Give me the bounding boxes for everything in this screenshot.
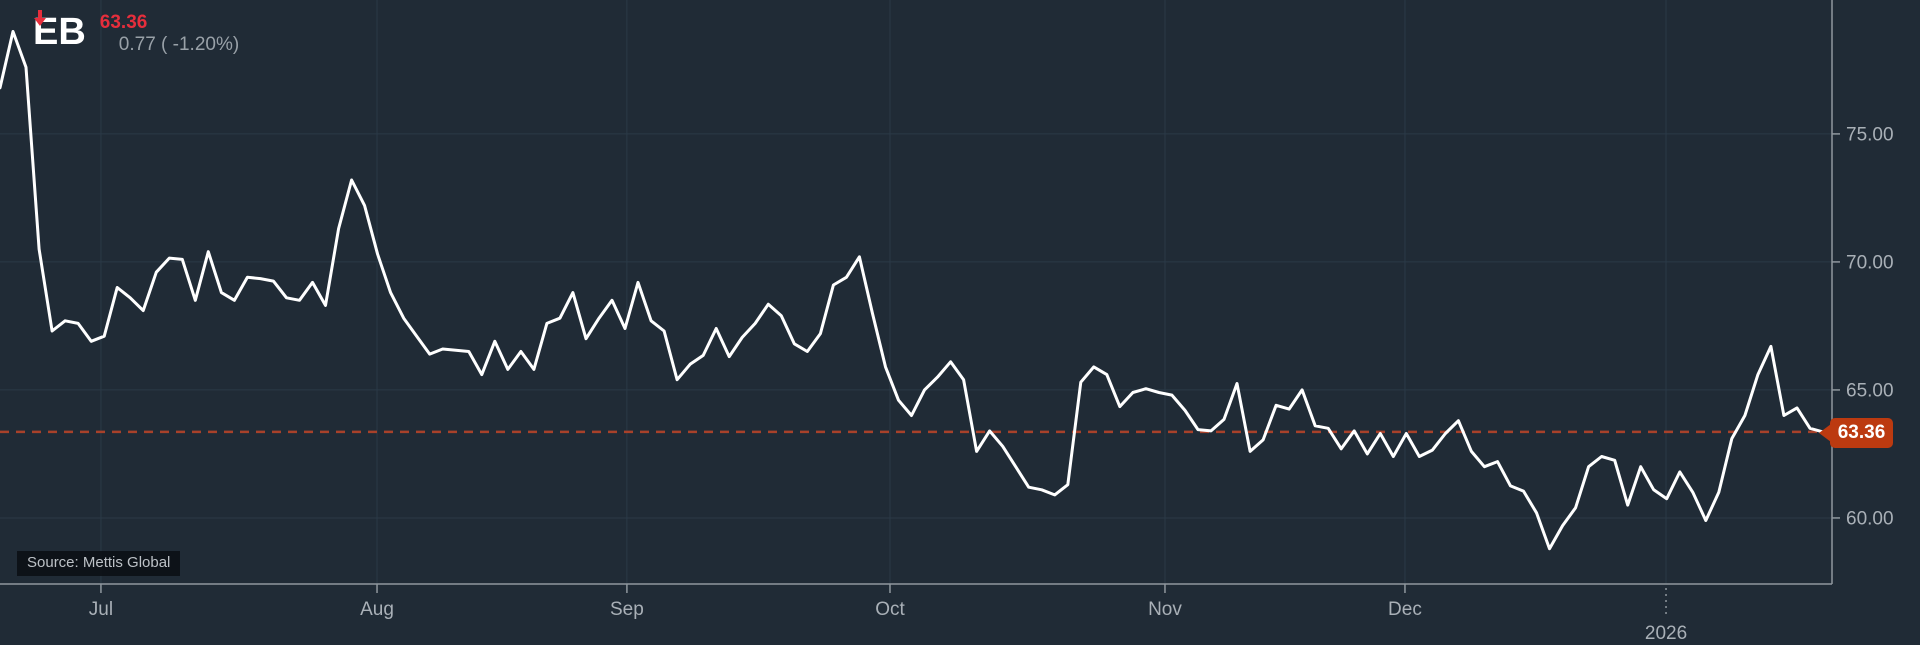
price-change-text: 0.77 ( -1.20%) (118, 34, 240, 55)
horizontal-gridlines (0, 133, 1832, 519)
ticker-header: EB 63.36 0.77 ( -1.20%) (33, 10, 239, 56)
y-axis-label: 70.00 (1846, 252, 1894, 273)
x-axis-label: Aug (360, 599, 394, 620)
y-axis-label: 60.00 (1846, 508, 1894, 529)
x-axis-label: Nov (1148, 599, 1182, 620)
price-change-row: 0.77 ( -1.20%) (34, 10, 240, 56)
source-label: Source: Mettis Global (27, 554, 171, 571)
last-price-value: 63.36 (99, 12, 148, 33)
x-axis-label: 2026 (1645, 623, 1687, 644)
x-axis-label: Sep (610, 599, 644, 620)
quote-block: 63.36 0.77 ( -1.20%) (34, 10, 240, 56)
y-axis-ticks-and-labels: 75.00 70.00 65.00 60.00 (1832, 124, 1894, 529)
x-axis-label: Oct (875, 599, 905, 620)
y-axis-label: 65.00 (1846, 380, 1894, 401)
down-arrow-icon (34, 10, 114, 53)
x-axis-ticks-and-labels: Jul Aug Sep Oct Nov Dec 2026 (89, 584, 1687, 644)
series-line (0, 30, 1825, 551)
y-axis-label: 75.00 (1846, 124, 1894, 145)
axes (0, 0, 1833, 585)
x-axis-label: Dec (1388, 599, 1422, 620)
vertical-gridlines (100, 0, 1667, 584)
x-axis-label: Jul (89, 599, 113, 620)
last-price-tag: 63.36 (1830, 418, 1893, 448)
source-attribution: Source: Mettis Global (17, 551, 181, 576)
last-price-tag-value: 63.36 (1837, 422, 1886, 443)
